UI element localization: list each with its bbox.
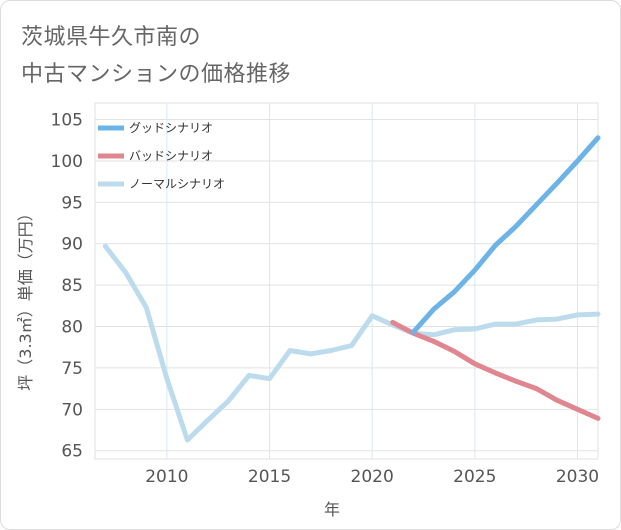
y-tick-label: 95 xyxy=(61,193,83,213)
y-tick-label: 70 xyxy=(61,400,83,420)
bad-scenario-line xyxy=(390,319,601,421)
x-tick-label: 2030 xyxy=(556,467,599,487)
series-lines xyxy=(102,135,601,443)
good-scenario-line xyxy=(410,135,601,335)
chart-title-line2: 中古マンションの価格推移 xyxy=(21,62,292,87)
chart-title-line1: 茨城県牛久市南の xyxy=(21,25,202,50)
y-tick-label: 100 xyxy=(51,152,83,172)
legend-good-scenario-label: グッドシナリオ xyxy=(129,121,213,135)
y-tick-label: 105 xyxy=(51,111,83,131)
y-tick-label: 65 xyxy=(61,442,83,462)
y-tick-labels: 65 70 75 80 85 90 95 100 105 xyxy=(51,111,83,462)
x-tick-labels: 2010 2015 2020 2025 2030 xyxy=(145,467,599,487)
y-tick-label: 85 xyxy=(61,276,83,296)
y-axis-title: 坪（3.3㎡）単価（万円） xyxy=(16,205,35,390)
normal-scenario-line xyxy=(102,243,601,443)
y-tick-label: 90 xyxy=(61,235,83,255)
x-tick-label: 2025 xyxy=(453,467,496,487)
y-tick-label: 75 xyxy=(61,359,83,379)
x-tick-label: 2015 xyxy=(248,467,291,487)
x-tick-label: 2020 xyxy=(351,467,394,487)
legend-normal-scenario-label: ノーマルシナリオ xyxy=(129,177,225,191)
y-tick-label: 80 xyxy=(61,318,83,338)
x-axis-title: 年 xyxy=(324,500,340,519)
legend-bad-scenario-label: バッドシナリオ xyxy=(129,149,213,163)
plot-border xyxy=(94,102,599,460)
x-tick-label: 2010 xyxy=(145,467,188,487)
